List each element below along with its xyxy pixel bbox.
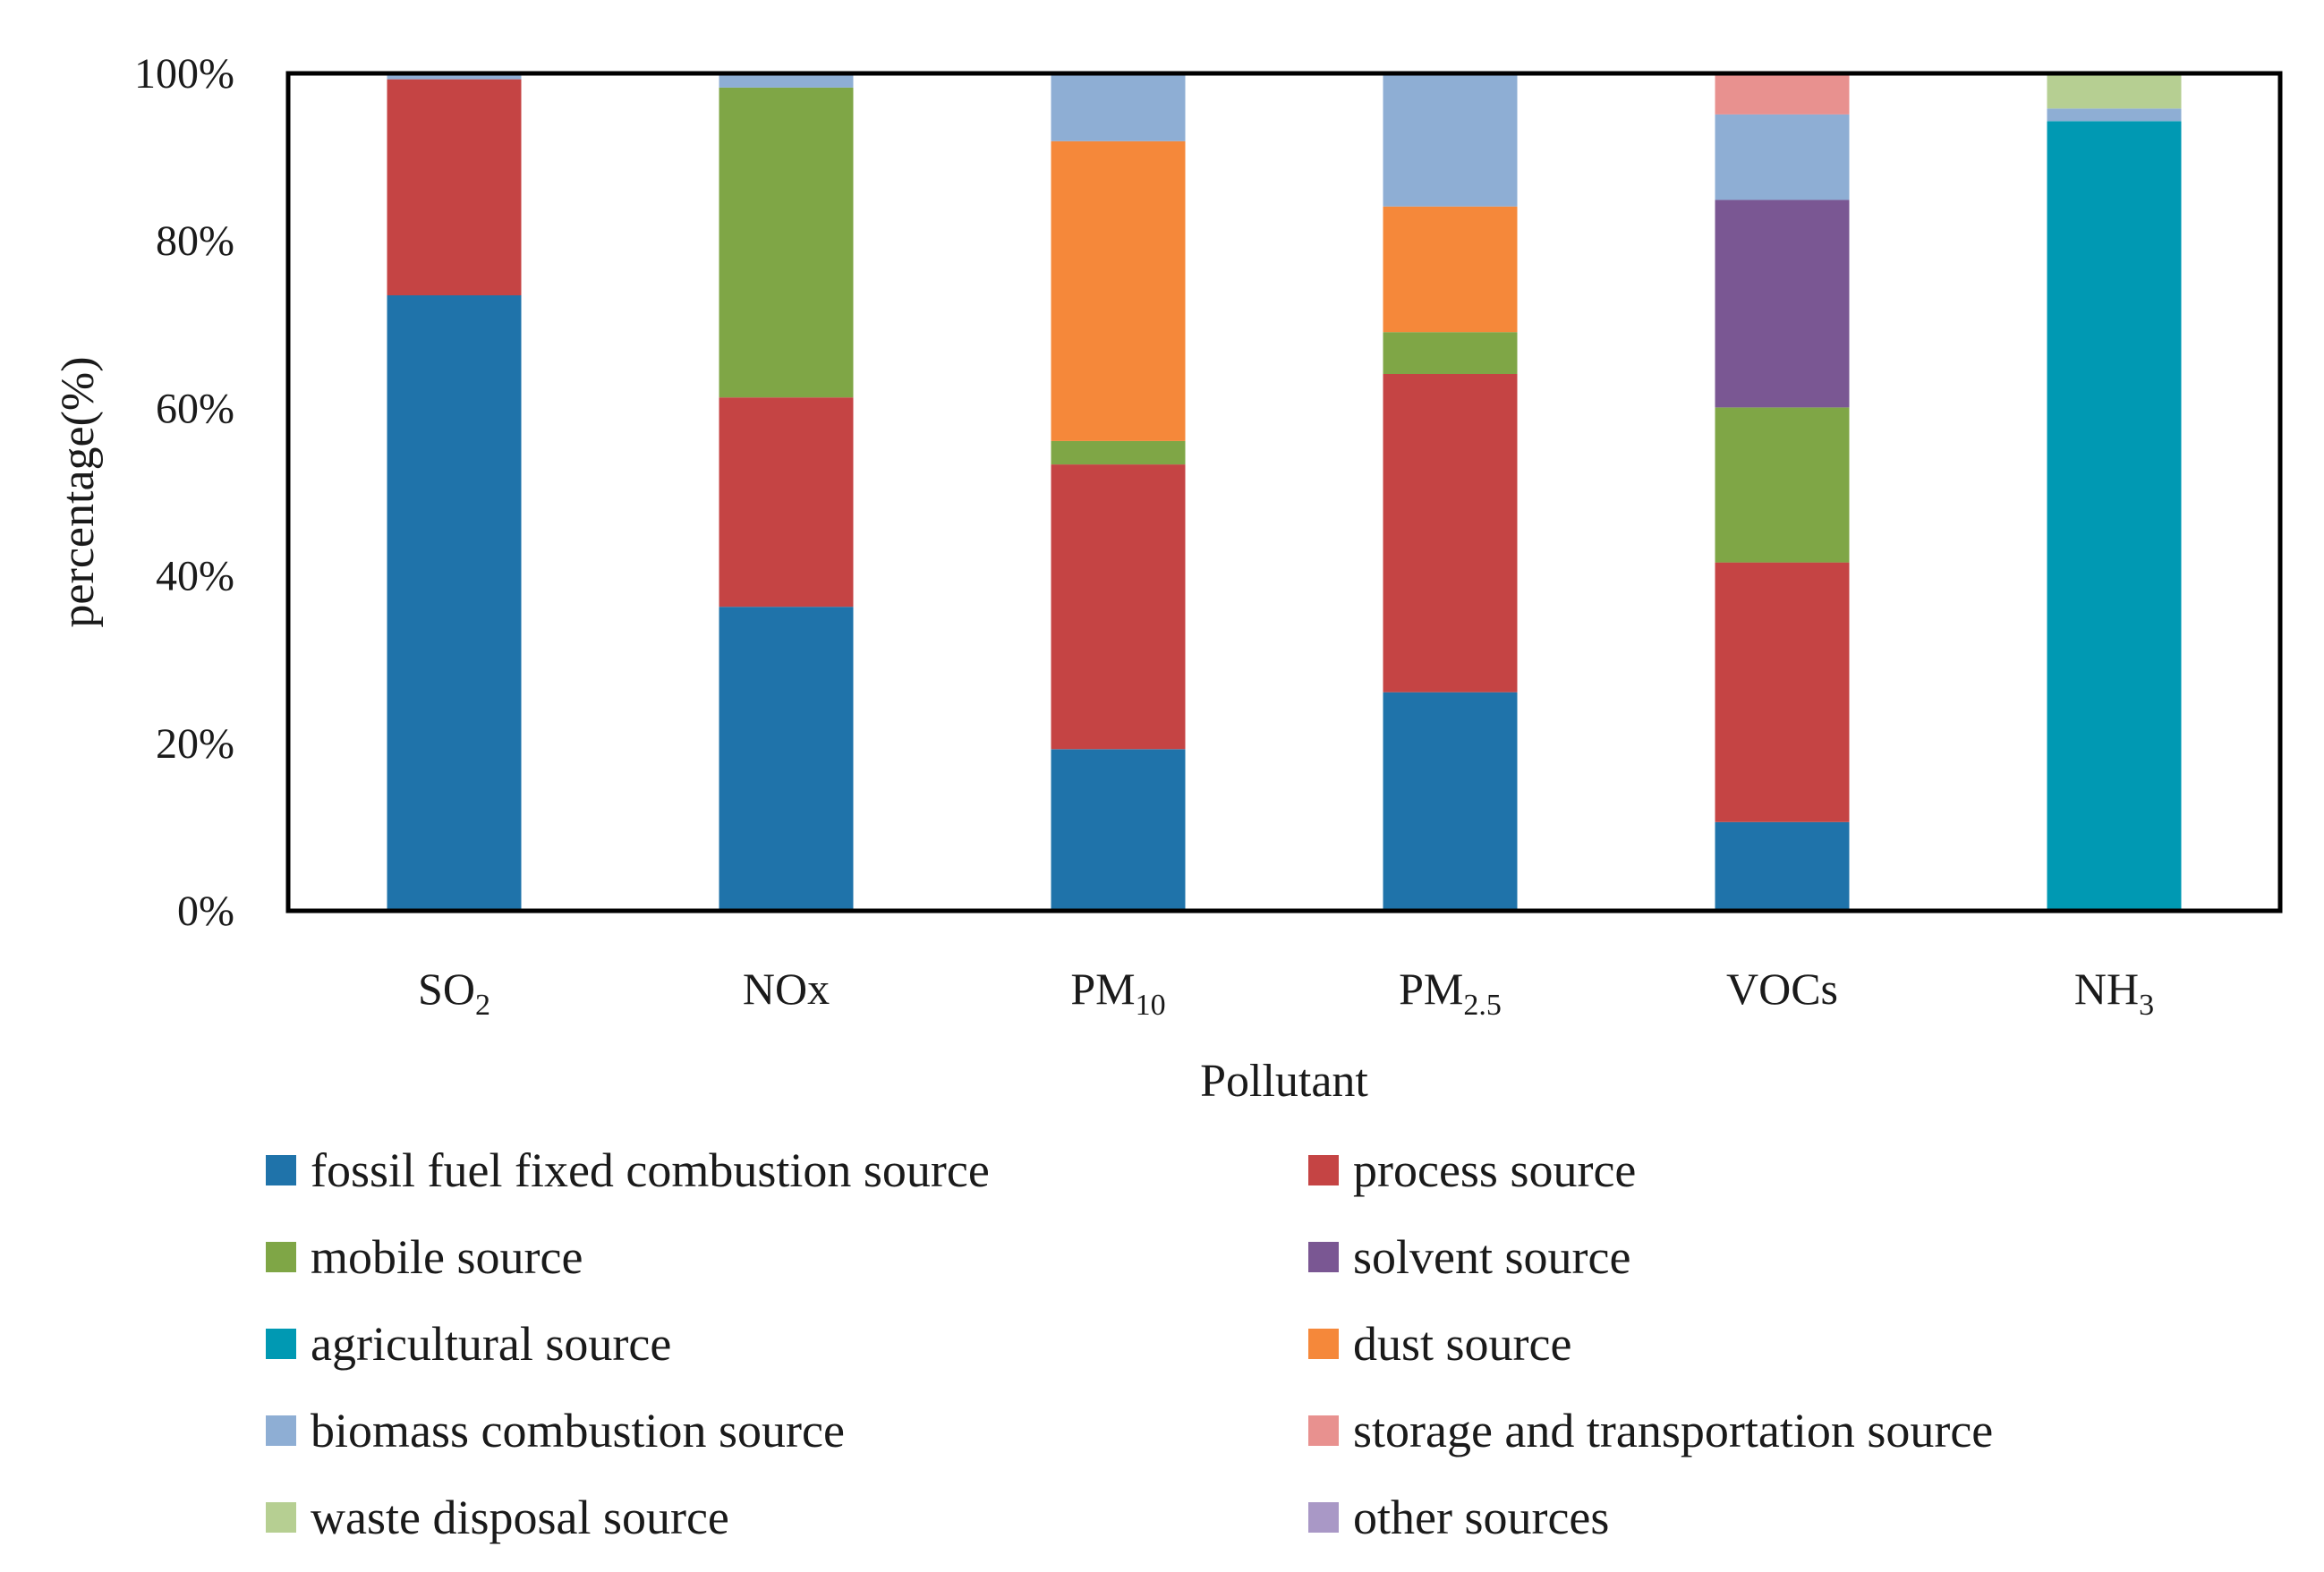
- x-tick-label-pm10: PM10: [1070, 964, 1165, 1022]
- legend: fossil fuel fixed combustion source proce…: [266, 1143, 1993, 1544]
- bar-nox-fossil-fuel-fixed-combustion-source: [719, 607, 854, 911]
- bar-vocs-solvent-source: [1715, 200, 1850, 408]
- legend-label: process source: [1353, 1143, 1636, 1197]
- legend-swatch: [266, 1415, 296, 1446]
- bar-pm2-5-fossil-fuel-fixed-combustion-source: [1383, 692, 1518, 911]
- y-axis-title: percentage(%): [53, 356, 104, 627]
- bar-pm10-process-source: [1051, 464, 1186, 750]
- legend-swatch: [1308, 1415, 1339, 1446]
- bar-pm10-dust-source: [1051, 140, 1186, 441]
- legend-swatch: [1308, 1329, 1339, 1359]
- y-tick-label-60: 60%: [156, 385, 234, 432]
- x-tick-label-pm2-5: PM2.5: [1399, 964, 1502, 1022]
- x-axis-category-labels: SO2 NOx PM10 PM2.5 VOCs NH3: [418, 964, 2154, 1022]
- x-tick-label-so2: SO2: [418, 964, 490, 1022]
- legend-item-dust-source: dust source: [1308, 1317, 1571, 1371]
- legend-label: fossil fuel fixed combustion source: [311, 1143, 990, 1197]
- bar-so2-biomass-combustion-source: [387, 73, 522, 80]
- bar-pm2-5-process-source: [1383, 374, 1518, 693]
- legend-label: dust source: [1353, 1317, 1571, 1371]
- legend-item-waste-disposal-source: waste disposal source: [266, 1491, 729, 1544]
- legend-item-mobile-source: mobile source: [266, 1230, 583, 1284]
- bar-nh3-waste-disposal-source: [2047, 73, 2182, 109]
- legend-swatch: [266, 1329, 296, 1359]
- bar-vocs-mobile-source: [1715, 407, 1850, 563]
- bar-nox-process-source: [719, 397, 854, 608]
- bar-pm2-5-biomass-combustion-source: [1383, 73, 1518, 207]
- bar-vocs-biomass-combustion-source: [1715, 114, 1850, 200]
- x-axis-title: Pollutant: [1200, 1056, 1368, 1107]
- plot-area-frame: [285, 71, 2283, 913]
- bar-nox-biomass-combustion-source: [719, 73, 854, 88]
- bar-nh3-biomass-combustion-source: [2047, 108, 2182, 122]
- legend-swatch: [266, 1242, 296, 1272]
- y-tick-label-100: 100%: [134, 50, 234, 98]
- bar-so2-process-source: [387, 79, 522, 296]
- bar-vocs-process-source: [1715, 562, 1850, 822]
- legend-label: waste disposal source: [311, 1491, 729, 1544]
- x-tick-label-vocs: VOCs: [1726, 964, 1838, 1014]
- legend-swatch: [266, 1502, 296, 1533]
- x-tick-label-nh3: NH3: [2074, 964, 2154, 1022]
- legend-item-other-sources: other sources: [1308, 1491, 1609, 1544]
- legend-label: solvent source: [1353, 1230, 1630, 1284]
- bar-pm10-fossil-fuel-fixed-combustion-source: [1051, 749, 1186, 911]
- bar-pm10-mobile-source: [1051, 440, 1186, 465]
- bar-pm2-5-dust-source: [1383, 206, 1518, 333]
- legend-swatch: [1308, 1242, 1339, 1272]
- y-tick-label-80: 80%: [156, 217, 234, 265]
- bar-nh3-agricultural-source: [2047, 121, 2182, 911]
- legend-item-process-source: process source: [1308, 1143, 1636, 1197]
- legend-label: storage and transportation source: [1353, 1404, 1993, 1457]
- legend-item-fossil-fuel-fixed-combustion-source: fossil fuel fixed combustion source: [266, 1143, 990, 1197]
- y-tick-label-40: 40%: [156, 553, 234, 600]
- legend-swatch: [1308, 1155, 1339, 1185]
- bar-pm2-5-mobile-source: [1383, 332, 1518, 374]
- legend-item-agricultural-source: agricultural source: [266, 1317, 671, 1371]
- legend-swatch: [1308, 1502, 1339, 1533]
- legend-label: biomass combustion source: [311, 1404, 845, 1457]
- legend-item-storage-and-transportation-source: storage and transportation source: [1308, 1404, 1993, 1457]
- legend-label: mobile source: [311, 1230, 583, 1284]
- legend-swatch: [266, 1155, 296, 1185]
- bars-layer: [387, 73, 2182, 911]
- y-axis-tick-labels: 0% 20% 40% 60% 80% 100%: [134, 50, 234, 935]
- legend-label: other sources: [1353, 1491, 1609, 1544]
- y-tick-label-0: 0%: [177, 888, 234, 935]
- legend-item-solvent-source: solvent source: [1308, 1230, 1630, 1284]
- bar-pm10-biomass-combustion-source: [1051, 73, 1186, 141]
- y-tick-label-20: 20%: [156, 720, 234, 768]
- bar-vocs-fossil-fuel-fixed-combustion-source: [1715, 821, 1850, 911]
- bar-so2-fossil-fuel-fixed-combustion-source: [387, 295, 522, 911]
- bar-nox-mobile-source: [719, 87, 854, 398]
- bar-vocs-storage-and-transportation-source: [1715, 73, 1850, 115]
- legend-label: agricultural source: [311, 1317, 671, 1371]
- legend-item-biomass-combustion-source: biomass combustion source: [266, 1404, 845, 1457]
- x-tick-label-nox: NOx: [743, 964, 830, 1014]
